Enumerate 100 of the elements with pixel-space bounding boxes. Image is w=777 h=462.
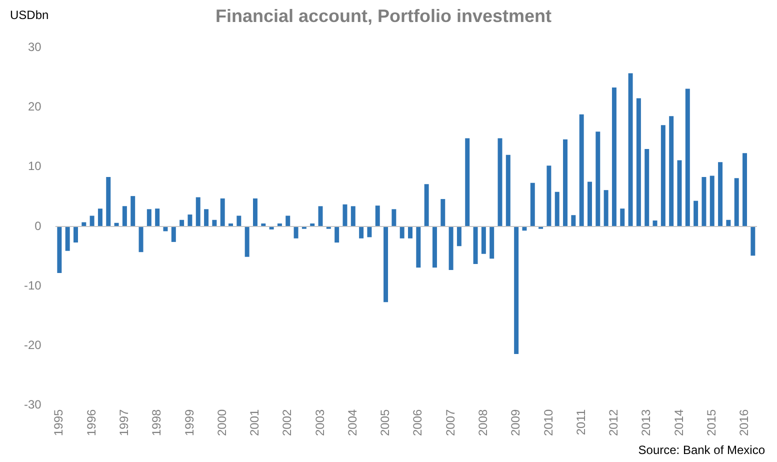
y-axis-title: USDbn <box>10 8 49 22</box>
bar <box>440 199 446 226</box>
bar <box>98 208 102 226</box>
bar <box>604 190 608 226</box>
x-tick-label: 2003 <box>312 408 327 436</box>
bar <box>188 214 192 226</box>
y-tick-label: -30 <box>24 398 42 412</box>
bar <box>342 204 348 226</box>
bar <box>384 226 388 302</box>
x-tick-label: 2005 <box>378 408 392 436</box>
bar <box>65 226 70 251</box>
bar <box>350 206 356 226</box>
bar <box>465 138 470 226</box>
bar <box>424 184 429 226</box>
bar <box>660 125 666 226</box>
bar <box>367 226 372 238</box>
x-tick-label: 2001 <box>248 408 262 436</box>
bar <box>694 200 698 226</box>
bar <box>138 226 144 252</box>
y-tick-label: 20 <box>28 100 42 114</box>
bar <box>546 166 552 226</box>
bar <box>244 226 250 257</box>
bar <box>652 220 658 226</box>
bar <box>530 182 535 226</box>
bar <box>359 226 364 238</box>
bar <box>490 226 494 259</box>
bar <box>579 114 584 226</box>
bar <box>122 206 127 226</box>
bar <box>236 216 242 226</box>
bar <box>669 116 674 226</box>
bar <box>252 198 258 226</box>
x-tick-label: 1996 <box>84 408 98 436</box>
bar <box>130 196 136 226</box>
x-tick-label: 1995 <box>52 408 66 436</box>
y-tick-label: 0 <box>34 218 42 233</box>
bar <box>710 176 714 226</box>
bar <box>677 160 682 226</box>
bar <box>448 226 454 270</box>
bar <box>106 176 111 226</box>
bar <box>702 176 706 226</box>
bar <box>563 139 568 226</box>
bar <box>514 226 519 354</box>
bar <box>375 206 380 226</box>
bar <box>734 178 739 226</box>
bar <box>481 226 486 254</box>
source-note: Source: Bank of Mexico <box>638 443 765 457</box>
x-tick-label: 2000 <box>214 408 229 436</box>
bar <box>571 215 576 226</box>
bar <box>636 98 641 226</box>
bar <box>506 154 510 226</box>
chart-title: Financial account, Portfolio investment <box>215 6 552 26</box>
x-tick-label: 2004 <box>345 408 360 436</box>
x-tick-label: 2013 <box>639 408 654 436</box>
bar <box>171 226 176 242</box>
x-tick-label: 2010 <box>541 408 556 436</box>
bar <box>392 209 396 226</box>
bar <box>456 226 462 246</box>
x-tick-label: 2006 <box>410 408 425 436</box>
bar <box>416 226 421 268</box>
y-tick-label: 30 <box>28 40 42 54</box>
bar <box>400 226 404 238</box>
bar <box>620 208 625 226</box>
bar <box>432 226 437 268</box>
x-tick-label: 2007 <box>443 408 458 436</box>
x-tick-label: 2014 <box>672 408 686 436</box>
bar <box>334 226 340 243</box>
bar <box>90 216 94 226</box>
x-tick-label: 1998 <box>150 408 164 436</box>
bar <box>220 198 225 226</box>
bar <box>294 226 298 238</box>
x-tick-label: 2012 <box>606 408 621 436</box>
bar <box>286 216 290 226</box>
y-tick-label: -10 <box>24 278 42 292</box>
bar <box>554 192 560 226</box>
bar <box>628 73 633 226</box>
x-tick-label: 1997 <box>117 408 132 436</box>
bar <box>612 88 616 226</box>
x-tick-label: 2009 <box>508 408 523 436</box>
bar <box>742 153 748 226</box>
bar <box>155 208 160 226</box>
bar <box>212 220 217 226</box>
bar <box>718 162 723 226</box>
y-tick-label: -20 <box>24 338 42 352</box>
bar <box>685 88 690 226</box>
bar <box>596 132 600 226</box>
x-tick-label: 2016 <box>737 408 752 436</box>
bar <box>473 226 478 264</box>
bar <box>644 148 650 226</box>
bar <box>146 209 152 226</box>
bar <box>408 226 412 238</box>
bar <box>750 226 756 256</box>
x-tick-label: 2008 <box>476 408 490 436</box>
x-tick-label: 2002 <box>280 408 294 436</box>
x-tick-label: 2011 <box>574 408 588 436</box>
y-tick-label: 10 <box>28 159 42 174</box>
bar <box>180 220 184 226</box>
bar <box>588 182 592 226</box>
bar <box>204 209 209 226</box>
x-tick-label: 2015 <box>704 408 718 436</box>
bar <box>57 226 62 273</box>
